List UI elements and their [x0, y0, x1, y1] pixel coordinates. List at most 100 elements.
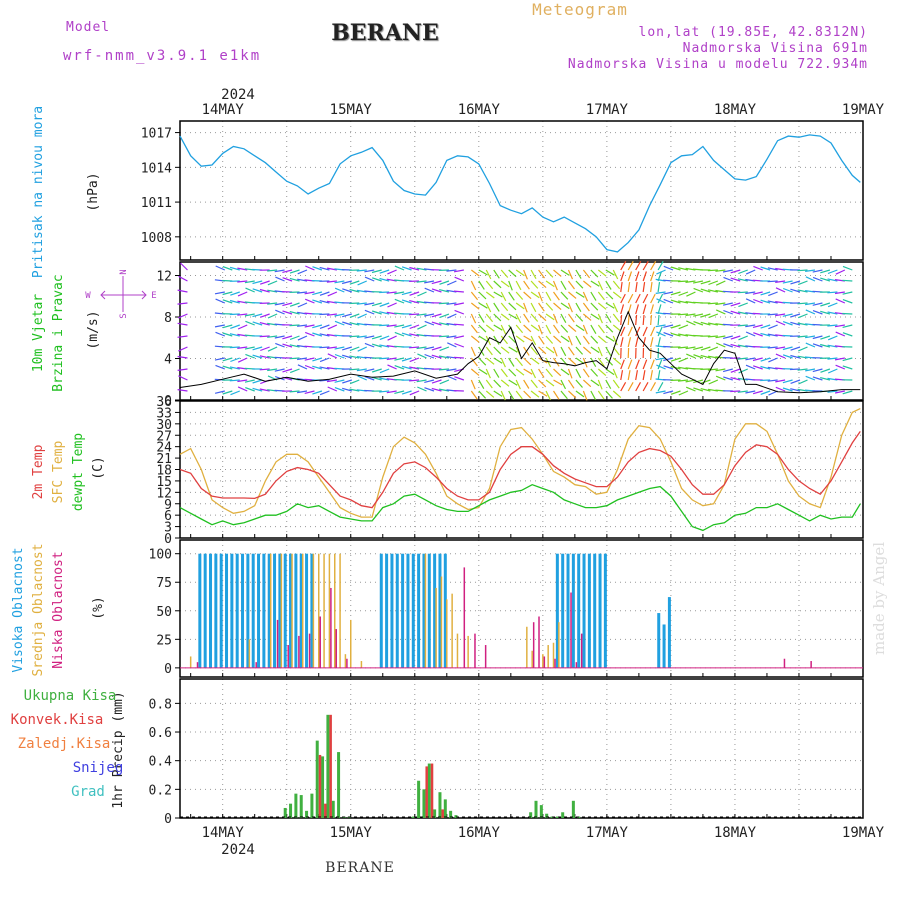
wind-arrow	[827, 278, 838, 282]
wind-arrow	[738, 269, 748, 275]
wind-arrow	[835, 331, 846, 337]
wind-arrow	[715, 302, 726, 306]
wind-arrow	[252, 288, 263, 293]
cloud-ylabel-1: Visoka Oblacnost	[11, 547, 26, 672]
wind-arrow	[530, 291, 540, 299]
wind-arrow	[620, 261, 627, 271]
wind-arrow	[260, 346, 270, 352]
wind-arrow	[583, 280, 592, 288]
wind-arrow	[657, 370, 661, 381]
wind-arrow	[186, 310, 195, 314]
wind-arrow	[812, 269, 823, 273]
wind-arrow	[401, 266, 412, 271]
wind-arrow	[485, 313, 494, 323]
wind-arrow	[372, 310, 382, 315]
wind-arrow	[409, 346, 420, 349]
wind-arrow	[730, 302, 741, 307]
wind-arrow	[575, 269, 582, 279]
wind-arrow	[222, 291, 233, 296]
pressure-tick-label: 1008	[141, 231, 172, 246]
high-cloud-bar	[385, 553, 389, 668]
wind-arrow	[416, 313, 427, 316]
wind-arrow	[782, 387, 793, 392]
temp-tick-label: 18	[156, 464, 172, 479]
wind-arrow	[237, 267, 248, 271]
wind-arrow	[760, 299, 771, 304]
top-year-label: 2024	[221, 87, 255, 103]
wind-arrow	[401, 357, 412, 362]
wind-arrow	[730, 335, 741, 340]
wind-arrow	[677, 366, 689, 370]
wind-arrow	[177, 355, 188, 359]
high-cloud-bar	[283, 553, 287, 668]
wind-arrow	[244, 346, 255, 350]
wind-arrow	[582, 379, 592, 388]
wind-arrow	[379, 291, 390, 294]
wind-arrow	[767, 379, 778, 382]
wind-arrow	[438, 388, 450, 392]
high-cloud-bar	[225, 553, 229, 668]
wind-arrow	[590, 390, 597, 401]
wind-arrow	[215, 298, 226, 304]
wind-arrow	[431, 313, 442, 318]
wind-arrow	[515, 357, 523, 367]
wind-arrow	[417, 324, 427, 330]
wind-arrow	[737, 278, 748, 282]
wind-arrow	[371, 269, 382, 274]
wind-arrow	[207, 325, 217, 326]
wind-arrow	[827, 344, 838, 348]
high-cloud-bar	[273, 553, 277, 668]
temp-ylabel-1: 2m Temp	[31, 444, 46, 499]
wind-arrow	[582, 302, 590, 312]
wind-tick-label: 0	[164, 394, 172, 409]
wind-arrow	[767, 313, 778, 316]
wind-arrow	[656, 331, 666, 337]
wind-arrow	[760, 365, 771, 370]
wind-arrow	[424, 346, 435, 350]
wind-arrow	[508, 335, 517, 344]
wind-arrow	[730, 310, 741, 315]
wind-arrow	[454, 276, 465, 282]
wind-arrow	[237, 379, 248, 383]
wind-arrow	[790, 280, 801, 285]
wind-arrow	[620, 314, 623, 326]
wind-arrow	[453, 290, 464, 293]
wind-arrow	[237, 324, 248, 330]
high-cloud-bar	[582, 553, 586, 668]
cloud-frame	[179, 539, 864, 678]
wind-arrow	[515, 379, 521, 390]
wind-arrow	[657, 261, 664, 271]
wind-arrow	[530, 335, 537, 346]
wind-arrow	[842, 265, 853, 271]
wind-arrow	[597, 313, 603, 324]
wind-arrow	[178, 275, 188, 282]
wind-arrow	[274, 368, 285, 372]
high-cloud-bar	[241, 553, 245, 668]
high-cloud-bar	[438, 553, 442, 668]
wind-arrow	[663, 357, 674, 362]
wind-arrow	[493, 390, 503, 397]
temp-ylabel-3: dewpt Temp	[71, 433, 86, 511]
wind-arrow	[470, 291, 479, 301]
wind-arrow	[186, 343, 195, 347]
wind-arrow	[379, 390, 390, 393]
high-cloud-bar	[278, 553, 282, 668]
high-cloud-bar	[262, 553, 266, 668]
wind-arrow	[260, 313, 270, 318]
wind-arrow	[663, 298, 674, 304]
temp-tick-label: 21	[156, 452, 172, 467]
wind-arrow	[605, 390, 613, 399]
wind-arrow	[775, 346, 786, 350]
wind-arrow	[530, 324, 540, 332]
temp-tick-label: 27	[156, 429, 172, 444]
wind-arrow	[319, 266, 330, 271]
wind-arrow	[745, 269, 756, 275]
top-day-label: 18MAY	[714, 102, 757, 118]
wind-arrow	[508, 357, 515, 367]
model-elevation: Nadmorska Visina u modelu 722.934m	[567, 57, 868, 72]
wind-arrow	[342, 321, 352, 326]
wind-arrow	[200, 312, 210, 315]
wind-arrow	[782, 354, 793, 359]
wind-arrow	[438, 302, 449, 305]
